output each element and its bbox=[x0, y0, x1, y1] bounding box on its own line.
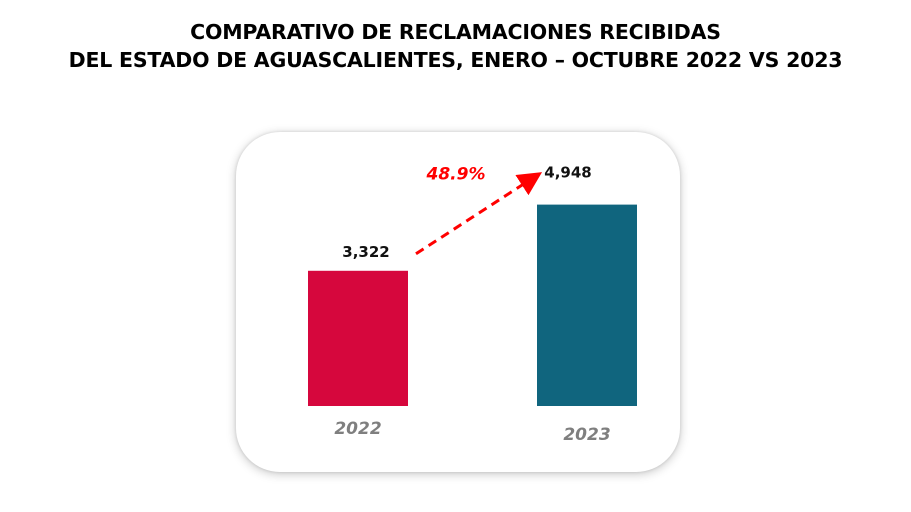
value-label-2022: 3,322 bbox=[342, 243, 389, 261]
growth-arrow bbox=[415, 172, 543, 256]
bar-2022 bbox=[308, 270, 408, 406]
chart-title-line-2: DEL ESTADO DE AGUASCALIENTES, ENERO – OC… bbox=[68, 48, 843, 72]
category-label-2023: 2023 bbox=[563, 425, 610, 445]
chart-title-line-1: COMPARATIVO DE RECLAMACIONES RECIBIDAS bbox=[190, 20, 721, 44]
category-label-2022: 2022 bbox=[334, 419, 381, 439]
bar-2023 bbox=[537, 204, 637, 406]
growth-percentage-label: 48.9% bbox=[426, 165, 486, 185]
value-label-2023: 4,948 bbox=[544, 164, 591, 182]
chart-title: COMPARATIVO DE RECLAMACIONES RECIBIDAS D… bbox=[0, 18, 911, 74]
